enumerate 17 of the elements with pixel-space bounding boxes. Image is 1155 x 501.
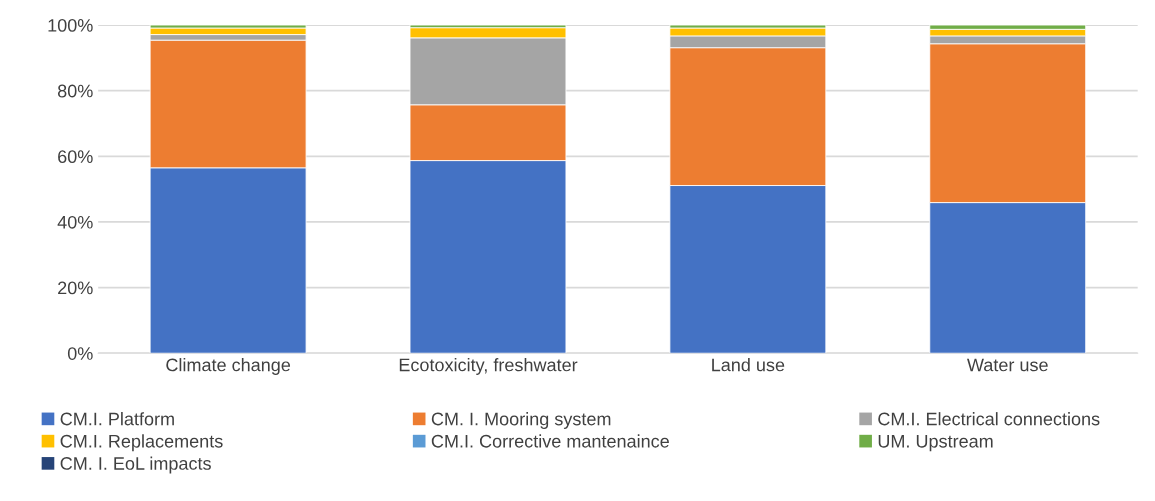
- x-tick-label: Ecotoxicity, freshwater: [399, 358, 578, 375]
- legend-label: UM. Upstream: [878, 435, 993, 452]
- y-tick-label: 100%: [48, 18, 93, 32]
- y-tick-label: 80%: [57, 84, 93, 98]
- y-tick-label: 40%: [57, 215, 93, 229]
- y-tick-label: 20%: [58, 281, 93, 295]
- legend-label: CM.I. Replacements: [60, 434, 223, 452]
- legend-label: CM. I. Mooring system: [431, 412, 611, 429]
- legend-label: CM. I. EoL impacts: [60, 456, 211, 474]
- y-tick-label: 0%: [67, 347, 93, 360]
- x-tick-label: Water use: [967, 358, 1048, 372]
- legend-label: CM.I. Platform: [60, 412, 174, 426]
- x-tick-label: Climate change: [166, 358, 291, 375]
- legend-label: CM.I. Corrective mantenaince: [431, 434, 669, 448]
- x-tick-label: Land use: [712, 358, 785, 372]
- y-tick-label: 60%: [58, 150, 93, 164]
- legend-label: CM.I. Electrical connections: [878, 412, 1100, 426]
